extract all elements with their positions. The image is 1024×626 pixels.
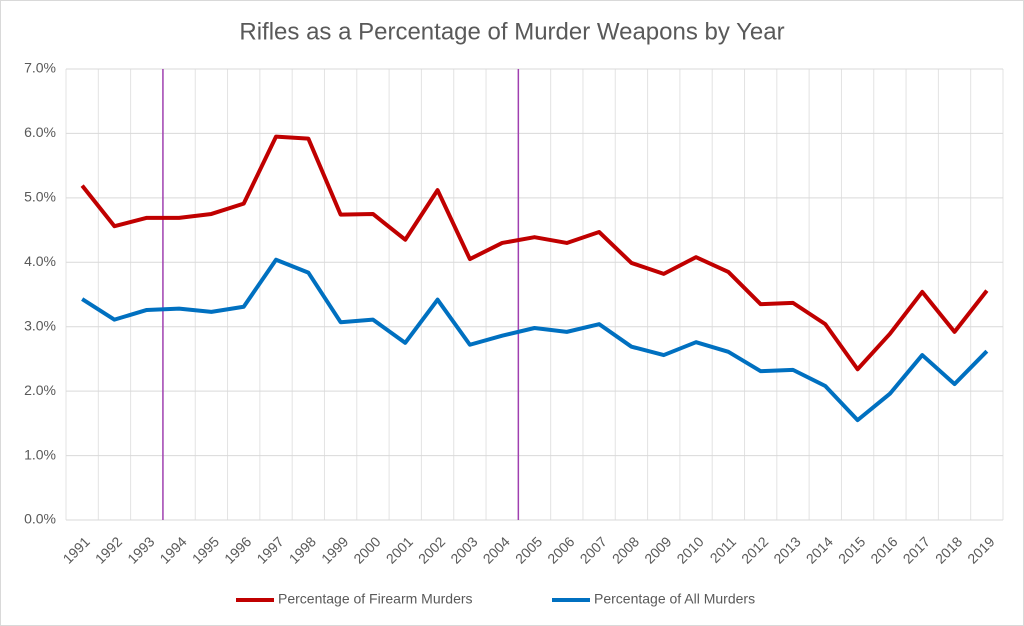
y-tick-label: 3.0% (24, 317, 56, 333)
y-tick-label: 7.0% (24, 60, 56, 76)
y-tick-label: 0.0% (24, 511, 56, 527)
chart-title: Rifles as a Percentage of Murder Weapons… (239, 18, 784, 45)
y-tick-label: 2.0% (24, 382, 56, 398)
series-line (80, 134, 989, 372)
y-tick-label: 4.0% (24, 253, 56, 269)
legend-label: Percentage of All Murders (594, 591, 755, 607)
y-tick-label: 6.0% (24, 124, 56, 140)
series-line (81, 257, 989, 423)
legend-label: Percentage of Firearm Murders (278, 591, 473, 607)
y-tick-label: 1.0% (24, 446, 56, 462)
y-tick-label: 5.0% (24, 189, 56, 205)
